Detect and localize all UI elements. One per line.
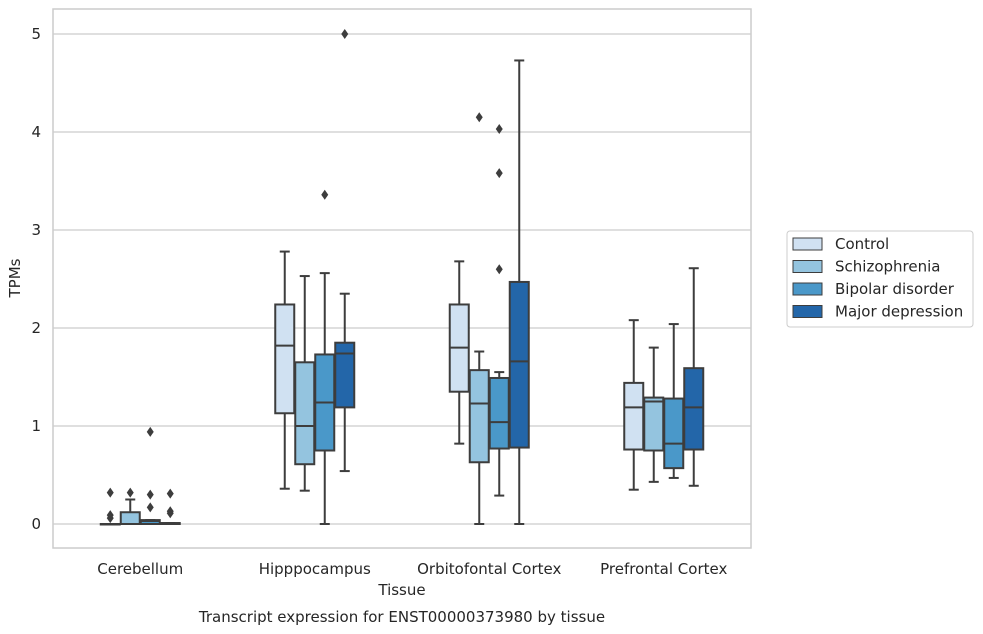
y-tick-label: 3 xyxy=(31,221,41,239)
box-bipolar-disorder xyxy=(488,124,510,497)
legend-swatch xyxy=(792,305,823,318)
box-plots xyxy=(99,29,705,526)
box-iqr xyxy=(643,396,665,452)
x-tick-label: Cerebellum xyxy=(97,560,183,578)
legend-label: Schizophrenia xyxy=(835,258,940,276)
box-bipolar-disorder xyxy=(314,189,336,525)
box-schizophrenia xyxy=(294,275,316,492)
box-schizophrenia xyxy=(119,487,141,525)
y-tick-label: 4 xyxy=(31,123,41,141)
legend-label: Control xyxy=(835,235,889,253)
y-tick-label: 0 xyxy=(31,515,41,533)
legend-swatch xyxy=(792,282,823,296)
box-iqr xyxy=(334,341,356,409)
legend: Control Schizophrenia Bipolar disorder Majo… xyxy=(786,230,974,328)
outlier-point xyxy=(495,264,503,275)
x-tick-label: Prefrontal Cortex xyxy=(600,560,727,578)
chart-caption: Transcript expression for ENST0000037398… xyxy=(198,608,605,626)
box-control xyxy=(274,250,296,490)
outlier-point xyxy=(495,168,503,179)
x-tick-label: Hipppocampus xyxy=(259,560,371,578)
outlier-point xyxy=(166,508,174,519)
box-major-depression xyxy=(683,267,705,487)
outlier-point xyxy=(126,487,134,498)
box-iqr xyxy=(294,361,316,466)
outlier-point xyxy=(106,513,114,524)
legend-label: Major depression xyxy=(835,303,963,321)
outlier-point xyxy=(146,489,154,500)
y-tick-labels: 0 1 2 3 4 5 xyxy=(31,25,41,533)
box-iqr xyxy=(508,280,530,449)
box-iqr xyxy=(488,376,510,450)
outlier-point xyxy=(495,124,503,135)
box-control xyxy=(99,487,121,526)
y-axis-label: TPMs xyxy=(6,258,24,298)
box-iqr xyxy=(683,367,705,451)
legend-swatch xyxy=(792,260,823,273)
outlier-point xyxy=(341,29,349,39)
x-tick-labels: Cerebellum Hipppocampus Orbitofontal Corte… xyxy=(97,560,727,578)
box-schizophrenia xyxy=(468,112,490,525)
box-control xyxy=(448,260,470,445)
legend-swatch xyxy=(792,237,823,251)
box-major-depression xyxy=(334,29,356,473)
plot-frame xyxy=(52,8,752,549)
outlier-point xyxy=(475,112,483,123)
y-tick-label: 1 xyxy=(31,417,41,435)
box-iqr xyxy=(274,303,296,415)
legend-label: Bipolar disorder xyxy=(835,280,955,298)
y-tick-label: 5 xyxy=(31,25,41,43)
box-iqr xyxy=(623,381,645,451)
box-control xyxy=(623,319,645,491)
box-iqr xyxy=(663,397,685,470)
outlier-point xyxy=(146,502,154,513)
outlier-point xyxy=(321,189,329,200)
x-tick-label: Orbitofontal Cortex xyxy=(417,560,561,578)
x-axis-label: Tissue xyxy=(377,581,425,599)
box-iqr xyxy=(468,369,490,464)
outlier-point xyxy=(166,488,174,499)
box-major-depression xyxy=(508,59,530,525)
box-iqr xyxy=(119,511,141,525)
outlier-point xyxy=(146,426,154,437)
y-tick-label: 2 xyxy=(31,319,41,337)
legend-frame xyxy=(786,230,974,328)
outlier-point xyxy=(106,487,114,498)
box-major-depression xyxy=(159,488,181,526)
